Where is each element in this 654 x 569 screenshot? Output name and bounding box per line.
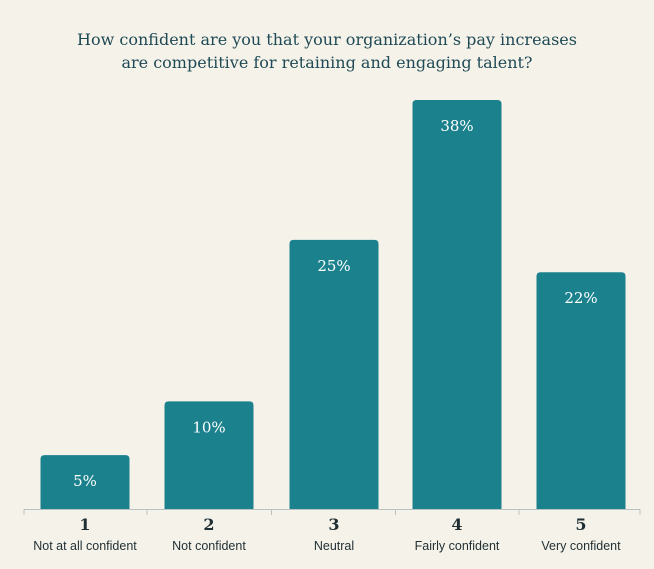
bar-value-label: 25% [317, 257, 350, 275]
bar-value-label: 5% [73, 472, 97, 490]
bar-4 [412, 100, 502, 509]
bar-value-label: 22% [564, 289, 597, 307]
x-category-label: Very confident [541, 539, 621, 553]
bar-3 [289, 239, 379, 509]
x-axis-ticks [23, 509, 641, 515]
bar-1 [40, 455, 130, 509]
bar-5 [536, 272, 626, 509]
bars-group: 5% 10% 25% 38% 22% [40, 100, 626, 509]
x-category-label: Fairly confident [415, 539, 500, 553]
x-axis-labels: 1 Not at all confident 2 Not confident 3 Neut… [33, 515, 621, 553]
x-category-label: Not at all confident [33, 539, 137, 553]
chart-title: How confident are you that your organiza… [0, 28, 654, 74]
x-category-label: Neutral [314, 539, 354, 553]
x-tick-label: 5 [575, 515, 586, 534]
bar-2 [164, 401, 254, 509]
x-tick-label: 3 [328, 515, 339, 534]
x-tick-label: 2 [203, 515, 214, 534]
x-tick-label: 1 [79, 515, 90, 534]
bar-value-label: 10% [192, 418, 225, 436]
chart-title-line-2: are competitive for retaining and engagi… [121, 53, 533, 72]
x-tick-label: 4 [451, 515, 462, 534]
chart-title-line-1: How confident are you that your organiza… [77, 30, 577, 49]
bar-value-label: 38% [440, 117, 473, 135]
x-category-label: Not confident [172, 539, 246, 553]
